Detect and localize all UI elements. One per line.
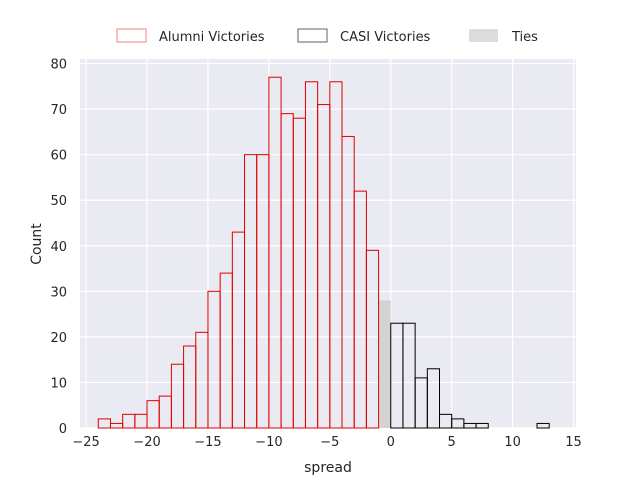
legend: Alumni Victories CASI Victories Ties (116, 28, 538, 45)
y-tick-label: 10 (50, 376, 67, 391)
x-tick-label: −20 (133, 435, 160, 450)
histogram-bar (426, 368, 441, 429)
x-tick-label: −5 (320, 435, 339, 450)
legend-label: Alumni Victories (159, 30, 265, 45)
series-ties (378, 300, 391, 428)
legend-swatch (297, 28, 328, 43)
x-tick-label: 10 (504, 435, 521, 450)
legend-label: Ties (511, 30, 538, 45)
y-tick-label: 60 (50, 149, 67, 164)
x-axis-label: spread (304, 460, 352, 476)
y-tick-label: 40 (50, 240, 67, 255)
x-tick-label: −25 (72, 435, 99, 450)
grid-lines (80, 59, 576, 429)
x-tick-label: 5 (448, 435, 456, 450)
legend-item: CASI Victories (297, 28, 431, 45)
y-tick-label: 30 (50, 285, 67, 300)
x-tick-label: −15 (194, 435, 221, 450)
histogram-bar (536, 422, 550, 429)
y-axis-label: Count (29, 223, 45, 265)
y-tick-label: 80 (50, 58, 67, 73)
legend-swatch (469, 29, 498, 42)
x-tick-label: 15 (565, 435, 582, 450)
histogram-bar (475, 422, 489, 429)
x-axis-ticks: −25 −20 −15 −10 −5 0 5 10 15 (72, 435, 581, 450)
histogram-bars (97, 76, 550, 429)
series-alumni-victories (97, 76, 380, 429)
legend-item: Ties (469, 29, 538, 45)
series-casi-victories (390, 322, 550, 429)
x-tick-label: 0 (387, 435, 395, 450)
x-tick-label: −10 (255, 435, 282, 450)
y-tick-label: 20 (50, 331, 67, 346)
y-axis-ticks: 0 10 20 30 40 50 60 70 80 (50, 58, 67, 437)
legend-item: Alumni Victories (116, 28, 265, 45)
histogram-bar (378, 300, 391, 428)
histogram-bar (365, 249, 380, 429)
y-tick-label: 0 (59, 422, 67, 437)
histogram-bar (402, 322, 416, 429)
y-tick-label: 50 (50, 194, 67, 209)
y-tick-label: 70 (50, 103, 67, 118)
plot-area (80, 59, 576, 428)
legend-swatch (116, 28, 147, 43)
legend-label: CASI Victories (340, 30, 431, 45)
